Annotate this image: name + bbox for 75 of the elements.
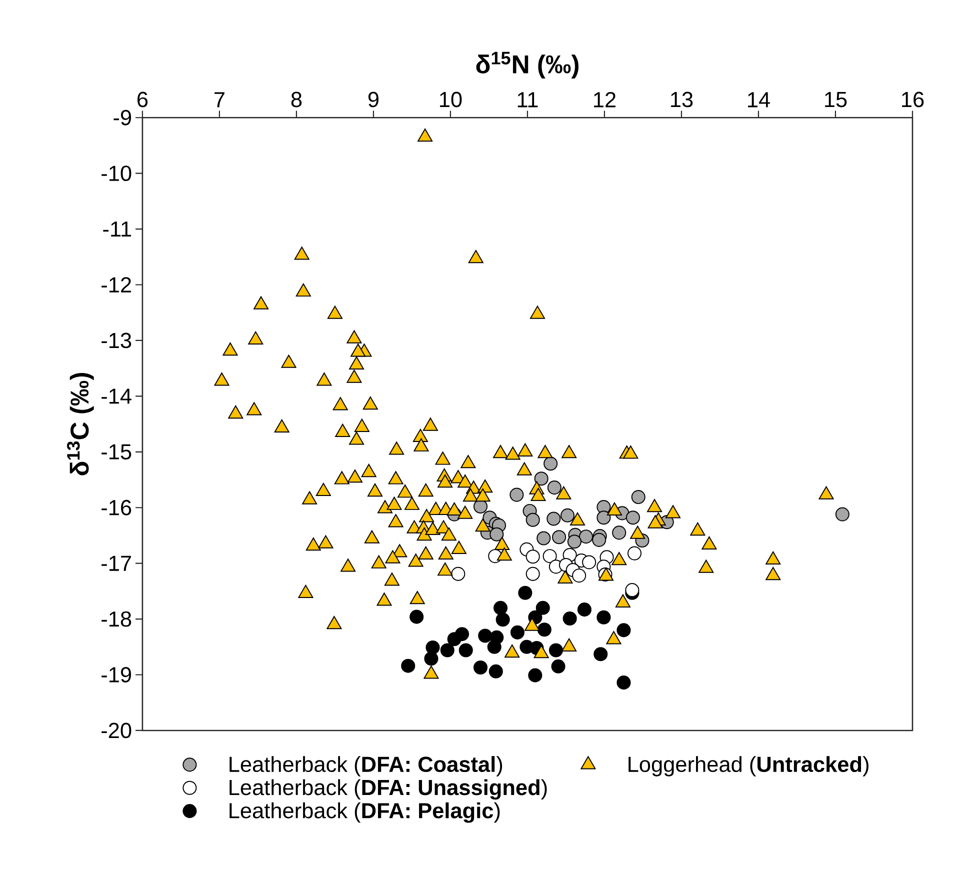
- x-tick-label: 11: [518, 92, 538, 108]
- legend-label: Loggerhead (Untracked): [628, 756, 868, 776]
- point: [578, 530, 594, 544]
- point: [473, 500, 488, 514]
- point: [478, 628, 492, 643]
- y-tick-label: -19: [102, 667, 132, 683]
- point: [562, 612, 577, 626]
- point: [594, 647, 608, 662]
- point: [596, 610, 611, 624]
- point: [518, 586, 532, 600]
- point: [536, 531, 551, 546]
- y-tick-label: -12: [102, 277, 131, 292]
- legend-label: Leatherback (DFA: Pelagic): [230, 802, 500, 823]
- point: [526, 512, 540, 527]
- y-tick-label: -14: [102, 388, 132, 404]
- point: [447, 632, 462, 646]
- x-tick-label: 12: [594, 92, 616, 108]
- point: [458, 643, 473, 658]
- point: [401, 658, 416, 673]
- x-tick-label: 9: [368, 92, 378, 108]
- point: [410, 610, 424, 624]
- point: [625, 583, 640, 598]
- point: [426, 640, 440, 655]
- point: [616, 623, 631, 638]
- point: [547, 480, 562, 495]
- legend-label: Leatherback (DFA: Unassigned): [230, 779, 547, 800]
- point: [490, 527, 504, 542]
- point: [577, 602, 592, 617]
- x-tick-label: 16: [902, 92, 924, 108]
- y-tick-label: -16: [102, 500, 132, 516]
- point: [567, 534, 582, 549]
- y-tick-label: -15: [102, 444, 132, 460]
- point: [592, 533, 606, 548]
- x-axis-title: δ$^{15}$N (‰): [476, 52, 578, 79]
- point: [626, 510, 640, 525]
- point: [536, 600, 550, 616]
- point: [612, 526, 626, 540]
- x-tick-label: 10: [440, 92, 462, 108]
- point: [551, 659, 566, 674]
- legend-label: Leatherback (DFA: Coastal): [230, 756, 502, 776]
- x-tick-label: 8: [291, 92, 302, 108]
- x-tick-label: 13: [671, 92, 693, 108]
- point: [440, 643, 454, 658]
- y-axis-title: δ$^{13}$C (‰): [67, 373, 94, 476]
- point: [544, 456, 558, 471]
- point: [560, 508, 575, 523]
- point: [473, 660, 488, 675]
- point: [631, 490, 646, 504]
- point: [488, 664, 503, 679]
- point: [616, 676, 631, 690]
- point: [528, 668, 542, 682]
- x-tick-label: 7: [214, 92, 224, 108]
- point: [424, 652, 438, 666]
- y-tick-label: -10: [102, 166, 132, 182]
- y-tick-label: -11: [103, 222, 131, 237]
- y-tick-label: -17: [102, 556, 131, 571]
- point: [546, 512, 561, 526]
- point: [487, 640, 502, 654]
- point: [835, 507, 850, 522]
- point: [537, 622, 552, 637]
- y-tick-label: -18: [102, 611, 132, 627]
- x-tick-label: 15: [825, 92, 847, 108]
- x-tick-label: 14: [748, 92, 770, 108]
- x-tick-label: 6: [138, 92, 148, 108]
- y-tick-label: -13: [102, 332, 132, 348]
- y-tick-label: -20: [102, 722, 132, 738]
- point: [510, 488, 524, 502]
- point: [548, 643, 563, 658]
- y-tick-label: -9: [114, 110, 132, 126]
- point: [510, 625, 524, 640]
- point: [596, 510, 611, 525]
- point: [496, 612, 510, 627]
- point: [534, 472, 548, 486]
- point: [552, 530, 566, 544]
- point: [494, 600, 508, 616]
